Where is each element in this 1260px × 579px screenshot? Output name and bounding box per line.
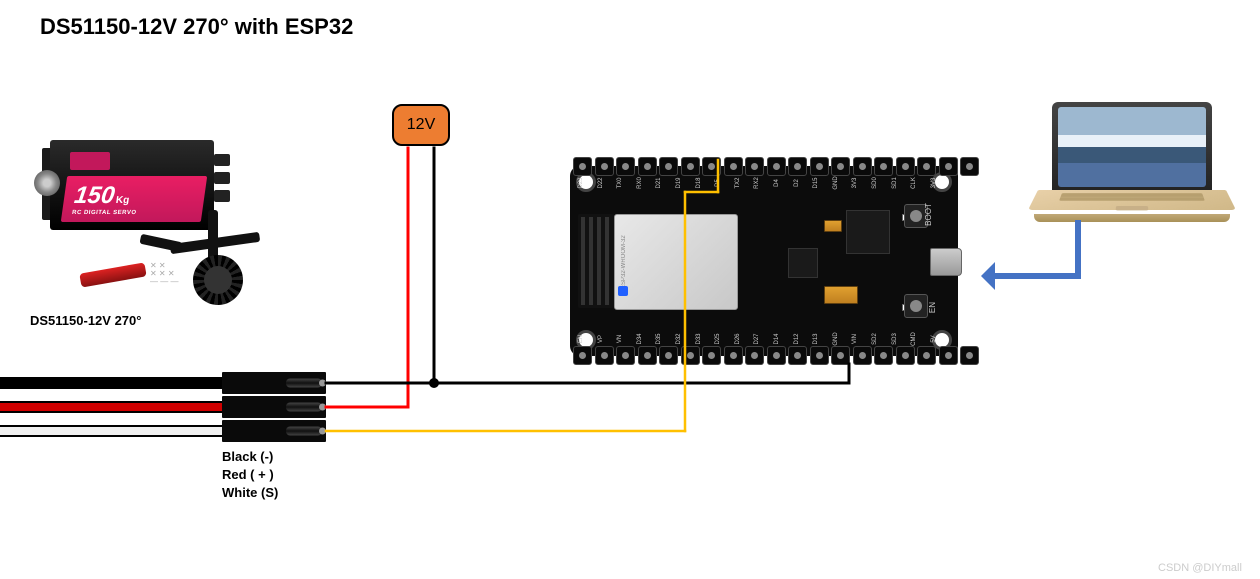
wifi-antenna (578, 214, 614, 308)
wire-legend: Black (-)Red ( + )White (S) (222, 448, 278, 503)
esp32-board: D23D22TX0RX0D21D19D18D5TX2RX2D4D2D15GND3… (570, 166, 958, 356)
boot-label: BOOT (924, 203, 933, 226)
diagram-title: DS51150-12V 270° with ESP32 (40, 14, 353, 40)
servo-motor: 150 Kg RC DIGITAL SERVO ✕ ✕✕ ✕ ✕— — — (40, 140, 290, 310)
pin-header-bottom (573, 346, 979, 365)
en-label: EN (928, 302, 937, 313)
battery-12v: 12V (392, 104, 450, 146)
usb-connection-arrow-vert (1075, 220, 1081, 279)
servo-subtitle: RC DIGITAL SERVO (72, 210, 193, 216)
rf-shield: ESP32-WROOM-32 (614, 214, 738, 310)
servo-torque: 150 (72, 182, 116, 210)
regulator-chip (846, 210, 890, 254)
usb-connection-arrow (995, 273, 1078, 279)
battery-label: 12V (407, 116, 435, 134)
servo-connector (0, 372, 330, 452)
watermark: CSDN @DIYmall (1158, 562, 1242, 574)
laptop-screen (1058, 107, 1206, 187)
pin-header-top (573, 157, 979, 176)
arrow-head-left (981, 262, 995, 290)
en-button (904, 294, 928, 318)
micro-usb-port (930, 248, 962, 276)
servo-caption: DS51150-12V 270° (30, 312, 141, 330)
laptop (1038, 102, 1226, 234)
diagram-stage: DS51150-12V 270° with ESP32 150 Kg RC DI… (0, 0, 1260, 579)
servo-torque-unit: Kg (115, 195, 130, 206)
